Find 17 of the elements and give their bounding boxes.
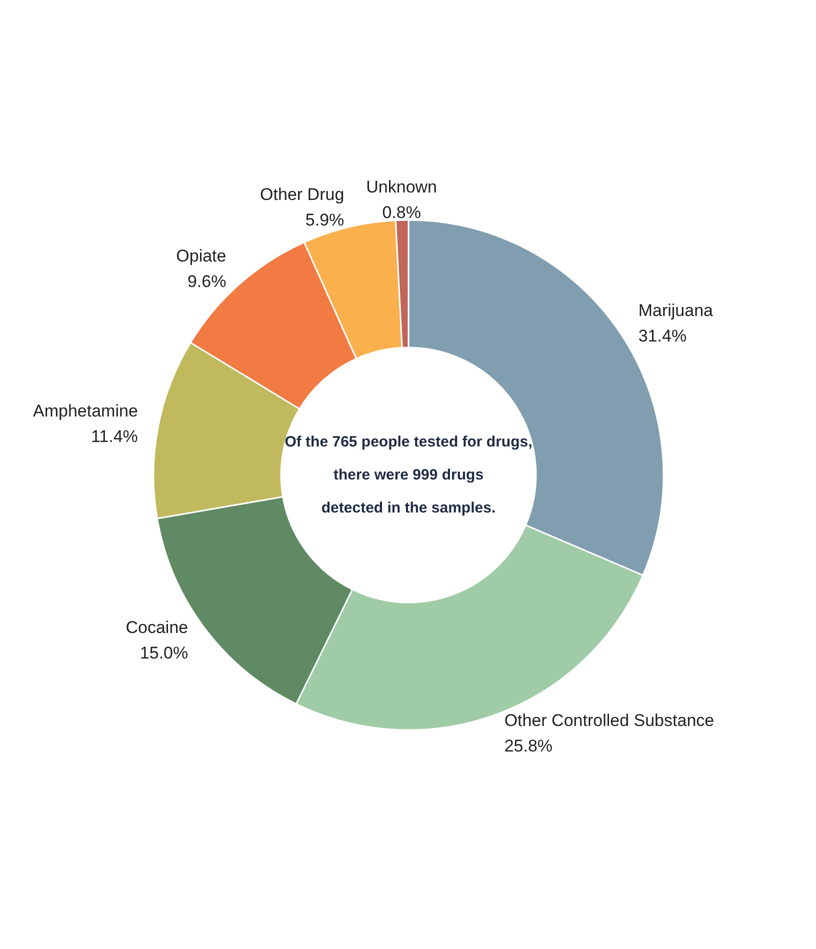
data-label: 5.9% (305, 210, 344, 230)
data-label: 15.0% (140, 643, 188, 662)
data-label: 31.4% (638, 326, 687, 346)
slice-label: Marijuana (638, 301, 714, 320)
slice-label: Opiate (176, 246, 226, 266)
slice-label: Other Drug (260, 184, 344, 204)
data-label: 9.6% (187, 272, 226, 291)
slice-label: Unknown (366, 177, 438, 196)
data-label: 25.8% (504, 736, 553, 756)
data-label: 0.8% (382, 202, 421, 222)
slice-label: Other Controlled Substance (504, 710, 714, 730)
text: there were 999 drugs (333, 466, 484, 484)
slice-label: Cocaine (126, 618, 188, 637)
slice-label: Amphetamine (33, 402, 138, 421)
text: detected in the samples. (321, 500, 496, 517)
text: Of the 765 people tested for drugs, (284, 433, 532, 450)
data-label: 11.4% (90, 427, 138, 446)
